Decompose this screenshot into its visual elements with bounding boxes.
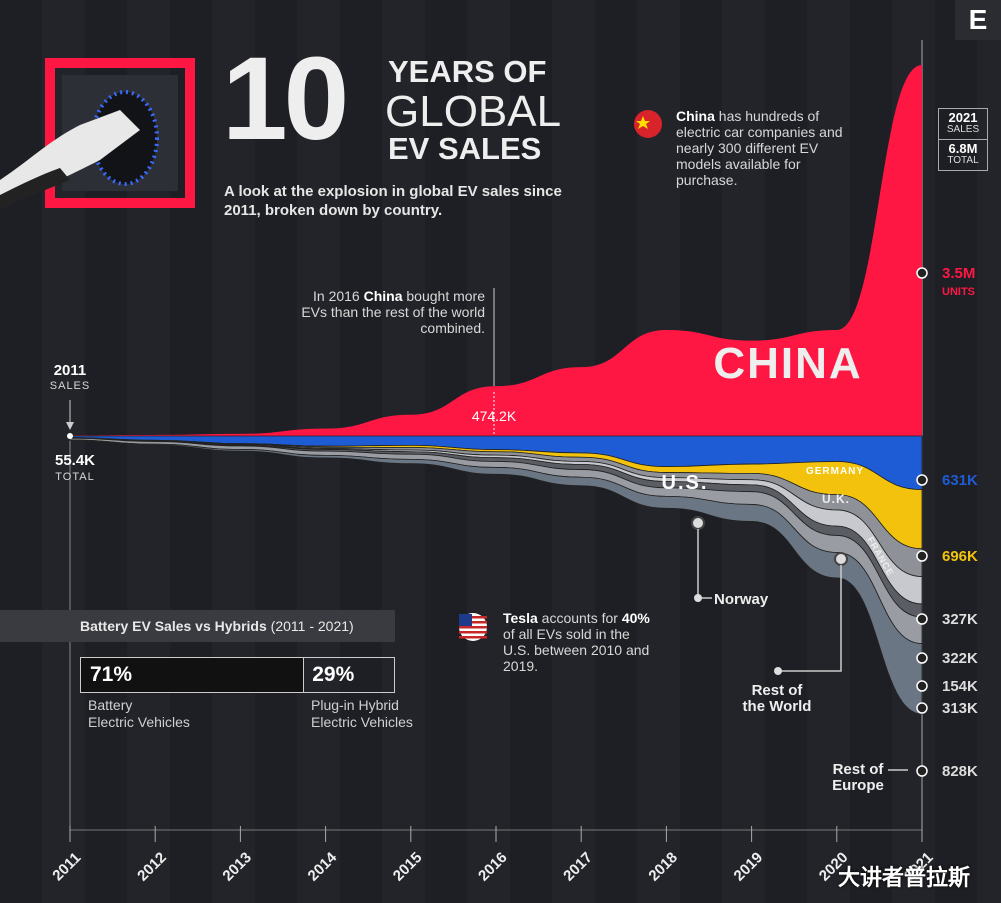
x-tick-label-2014: 2014 xyxy=(305,849,341,885)
start-total-unit: TOTAL xyxy=(55,471,95,483)
china-flag-icon xyxy=(634,110,662,138)
end-value-label-2: 696K xyxy=(942,548,978,565)
bev-title-text: Battery EV Sales vs Hybrids xyxy=(80,618,267,634)
row-label-2: the World xyxy=(743,698,812,715)
subtitle: A look at the explosion in global EV sal… xyxy=(224,183,562,219)
china-2016-note: In 2016 China bought more EVs than the r… xyxy=(300,288,485,336)
phev-label: Plug-in Hybrid Electric Vehicles xyxy=(311,697,413,730)
phev-pct: 29% xyxy=(312,663,355,686)
end-unit-label-0: UNITS xyxy=(942,286,975,298)
end-value-label-6: 313K xyxy=(942,700,978,717)
title-line-3: EV SALES xyxy=(388,131,542,166)
end-value-label-1: 631K xyxy=(942,472,978,489)
start-arrow-head xyxy=(66,422,74,430)
title-line-2: GLOBAL xyxy=(385,87,562,136)
watermark-text: 大讲者普拉斯 xyxy=(838,865,971,890)
us-flag-stripe-1 xyxy=(459,621,487,624)
start-sales-label: SALES xyxy=(49,380,91,392)
china-2016-pre: In 2016 xyxy=(313,288,360,304)
end-point-6 xyxy=(916,702,928,714)
row-end-dot xyxy=(774,667,782,675)
us-flag-stripe-2 xyxy=(459,626,487,629)
start-year-label: 2011 xyxy=(53,362,87,379)
x-tick-label-2012: 2012 xyxy=(134,849,170,885)
start-point xyxy=(67,433,73,439)
roe-label-1: Rest of xyxy=(833,761,885,778)
total-2021-unit: TOTAL xyxy=(947,155,979,166)
series-area-rest-of-europe xyxy=(69,439,923,715)
x-tick-label-2013: 2013 xyxy=(219,849,255,885)
end-value-label-5: 154K xyxy=(942,678,978,695)
row-dot xyxy=(834,552,848,566)
total-2021-box: 2021 SALES 6.8M TOTAL xyxy=(938,108,988,171)
bev-share-fill xyxy=(81,658,304,692)
end-point-7 xyxy=(916,765,928,777)
row-label-1: Rest of xyxy=(752,682,804,699)
us-flag-stripe-4 xyxy=(459,636,487,639)
tesla-note-text1: accounts for xyxy=(541,610,618,626)
china-2016-bold: China xyxy=(363,288,403,304)
bev-title-range: (2011 - 2021) xyxy=(270,618,354,634)
series-label-2: GERMANY xyxy=(806,466,864,477)
end-value-label-3: 327K xyxy=(942,611,978,628)
tesla-note-text2: of all EVs sold in the U.S. between 2010… xyxy=(503,626,650,674)
x-tick-label-2011: 2011 xyxy=(49,849,84,884)
title-line-1: YEARS OF xyxy=(388,54,547,89)
x-tick-label-2016: 2016 xyxy=(475,849,511,885)
end-point-2 xyxy=(916,550,928,562)
bev-label: Battery Electric Vehicles xyxy=(88,697,190,730)
end-point-5 xyxy=(916,680,928,692)
row-leader xyxy=(780,565,842,672)
bev-title: Battery EV Sales vs Hybrids (2011 - 2021… xyxy=(80,618,354,634)
china-2016-post: bought more EVs than the rest of the wor… xyxy=(301,288,485,336)
norway-dot xyxy=(691,516,705,530)
end-point-4 xyxy=(916,652,928,664)
end-value-label-0: 3.5M xyxy=(942,265,975,282)
end-value-label-4: 322K xyxy=(942,650,978,667)
tesla-note-bold: Tesla xyxy=(503,610,538,626)
x-tick-label-2015: 2015 xyxy=(390,849,426,885)
us-flag-stripe-0 xyxy=(459,616,487,619)
bev-share-bar: 71% 29% xyxy=(80,657,395,693)
china-flag-star xyxy=(636,116,650,129)
norway-end-dot xyxy=(694,594,702,602)
bev-header-strip xyxy=(0,610,395,642)
start-total-value: 55.4K xyxy=(54,452,96,469)
tesla-note-pct: 40% xyxy=(621,610,650,626)
china-note-bold: China xyxy=(676,108,715,124)
end-point-0 xyxy=(916,267,928,279)
us-flag-canton xyxy=(459,614,472,626)
us-flag-stripe-3 xyxy=(459,631,487,634)
series-label-0: CHINA xyxy=(713,339,862,388)
tesla-note: Tesla accounts for 40% of all EVs sold i… xyxy=(503,610,653,674)
value-2016-label: 474.2K xyxy=(472,408,517,424)
x-tick-label-2017: 2017 xyxy=(560,849,596,885)
total-2021-value: 6.8M xyxy=(948,141,978,156)
roe-label-2: Europe xyxy=(832,777,884,794)
x-tick-label-2018: 2018 xyxy=(645,849,681,885)
title-number: 10 xyxy=(222,33,349,165)
norway-label: Norway xyxy=(714,591,769,608)
total-2021-year: 2021 xyxy=(948,110,978,125)
series-area-china xyxy=(70,65,922,436)
hero-frame xyxy=(45,58,195,208)
end-point-1 xyxy=(916,474,928,486)
norway-leader xyxy=(697,529,712,599)
charger-cable-icon xyxy=(0,168,70,210)
total-2021-sub: SALES xyxy=(946,124,980,135)
series-label-1: U.S. xyxy=(662,472,709,494)
x-tick-label-2019: 2019 xyxy=(731,849,767,885)
end-value-label-7: 828K xyxy=(942,763,978,780)
china-note: China has hundreds of electric car compa… xyxy=(676,108,856,188)
bev-pct: 71% xyxy=(90,663,133,686)
end-point-3 xyxy=(916,613,928,625)
series-label-3: U.K. xyxy=(822,492,850,506)
bev-share-divider xyxy=(303,658,305,692)
brand-logo: E xyxy=(955,0,1001,40)
china-note-text: has hundreds of electric car companies a… xyxy=(676,108,843,188)
